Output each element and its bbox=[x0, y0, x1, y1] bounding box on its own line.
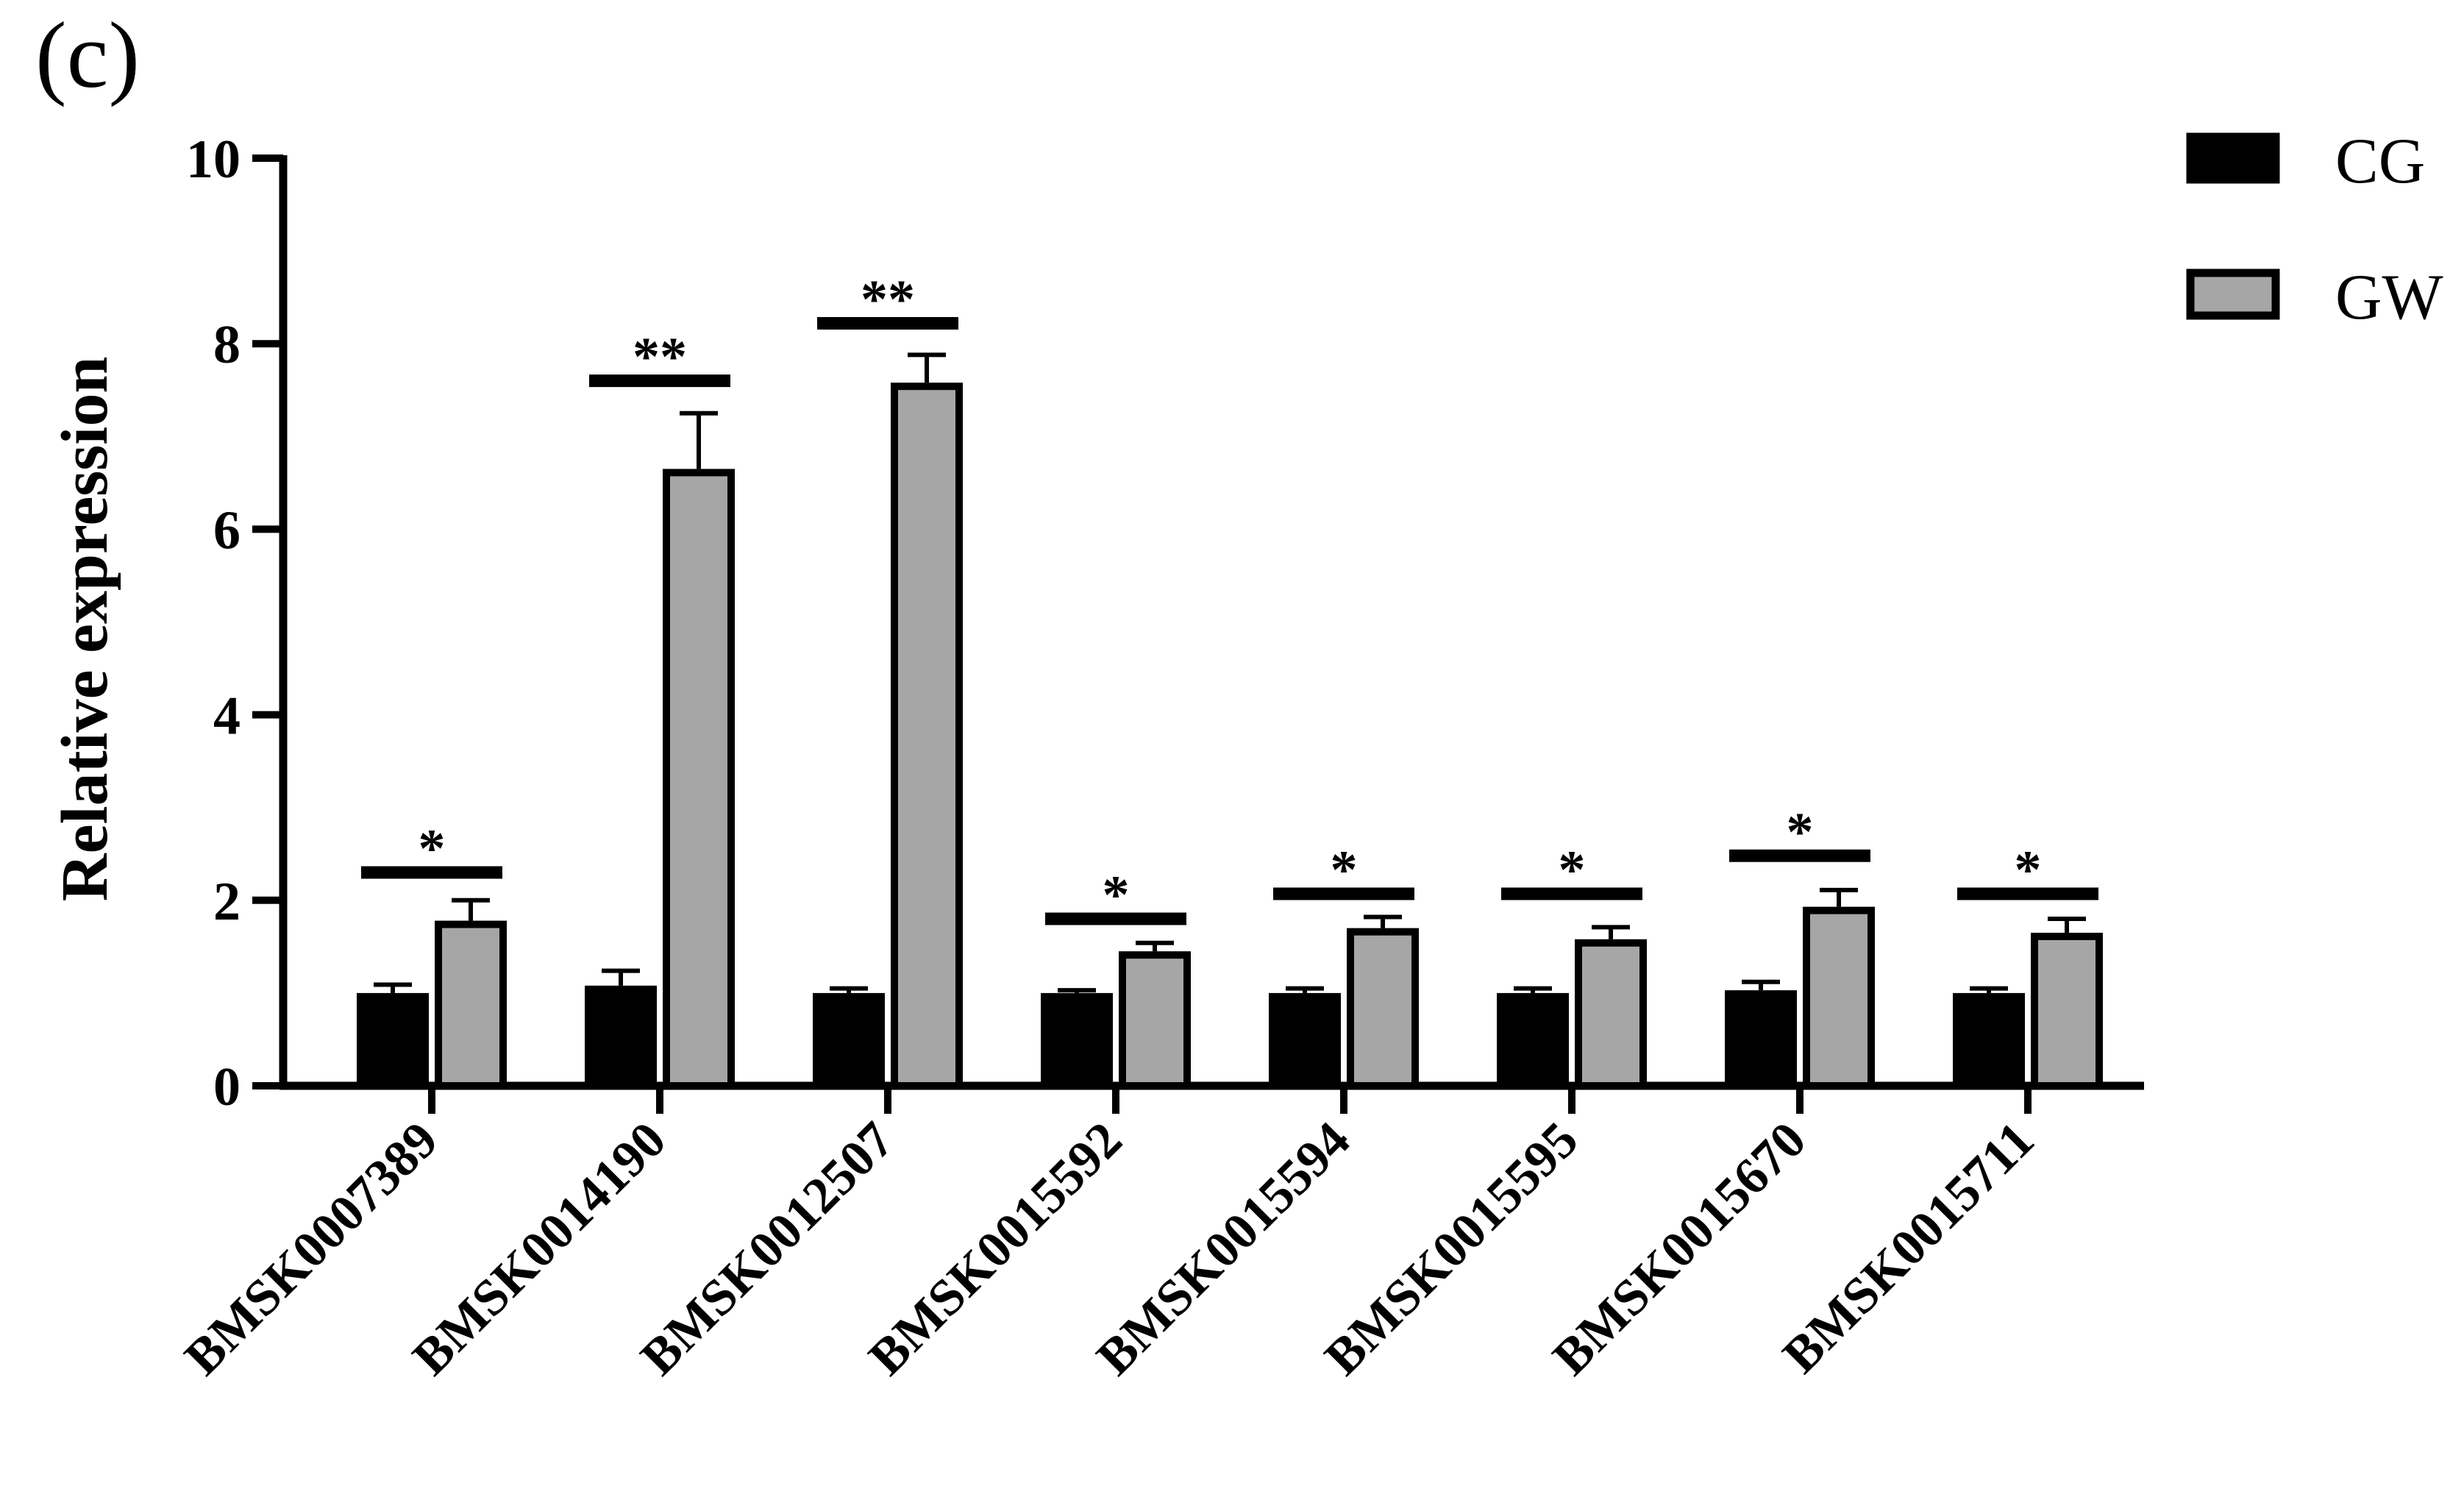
bar-gw bbox=[435, 920, 507, 1089]
y-tick-label: 4 bbox=[213, 686, 241, 747]
y-tick-label: 0 bbox=[213, 1057, 241, 1117]
bar-gw bbox=[663, 469, 735, 1089]
bar-gw bbox=[891, 383, 963, 1089]
significance-marker: ** bbox=[861, 269, 915, 330]
bar-gw bbox=[1575, 939, 1647, 1089]
y-axis-label: Relative expression bbox=[49, 357, 121, 902]
bar-cg bbox=[1497, 992, 1569, 1090]
y-tick-label: 8 bbox=[213, 315, 241, 375]
bar-gw bbox=[1119, 951, 1191, 1090]
plot-area: 0246810BMSK0007389*BMSK0014190**BMSK0012… bbox=[174, 129, 2144, 1386]
bar-gw bbox=[1347, 928, 1419, 1089]
legend-swatch-gw bbox=[2186, 269, 2280, 320]
bar-cg bbox=[1269, 992, 1341, 1090]
y-tick-label: 2 bbox=[213, 872, 241, 932]
bar-cg bbox=[1953, 992, 2025, 1090]
significance-marker: * bbox=[1103, 865, 1130, 925]
bar-gw bbox=[2031, 932, 2103, 1090]
significance-marker: * bbox=[419, 819, 446, 879]
bar-cg bbox=[1725, 990, 1797, 1089]
legend: CG GW bbox=[2186, 126, 2443, 333]
significance-marker: * bbox=[1559, 840, 1586, 900]
significance-marker: * bbox=[2015, 840, 2042, 900]
bar-cg bbox=[813, 992, 885, 1090]
legend-swatch-cg bbox=[2186, 132, 2280, 184]
significance-marker: ** bbox=[633, 327, 687, 388]
legend-label-gw: GW bbox=[2335, 262, 2443, 333]
legend-label-cg: CG bbox=[2335, 126, 2425, 197]
y-tick-label: 6 bbox=[213, 500, 241, 561]
bar-cg bbox=[1041, 992, 1113, 1090]
y-tick-label: 10 bbox=[186, 129, 241, 190]
panel-label: (c) bbox=[35, 3, 140, 107]
bar-gw bbox=[1803, 906, 1875, 1089]
significance-marker: * bbox=[1331, 840, 1358, 900]
significance-marker: * bbox=[1787, 802, 1814, 862]
bar-cg bbox=[585, 985, 657, 1090]
bar-cg bbox=[357, 992, 429, 1090]
